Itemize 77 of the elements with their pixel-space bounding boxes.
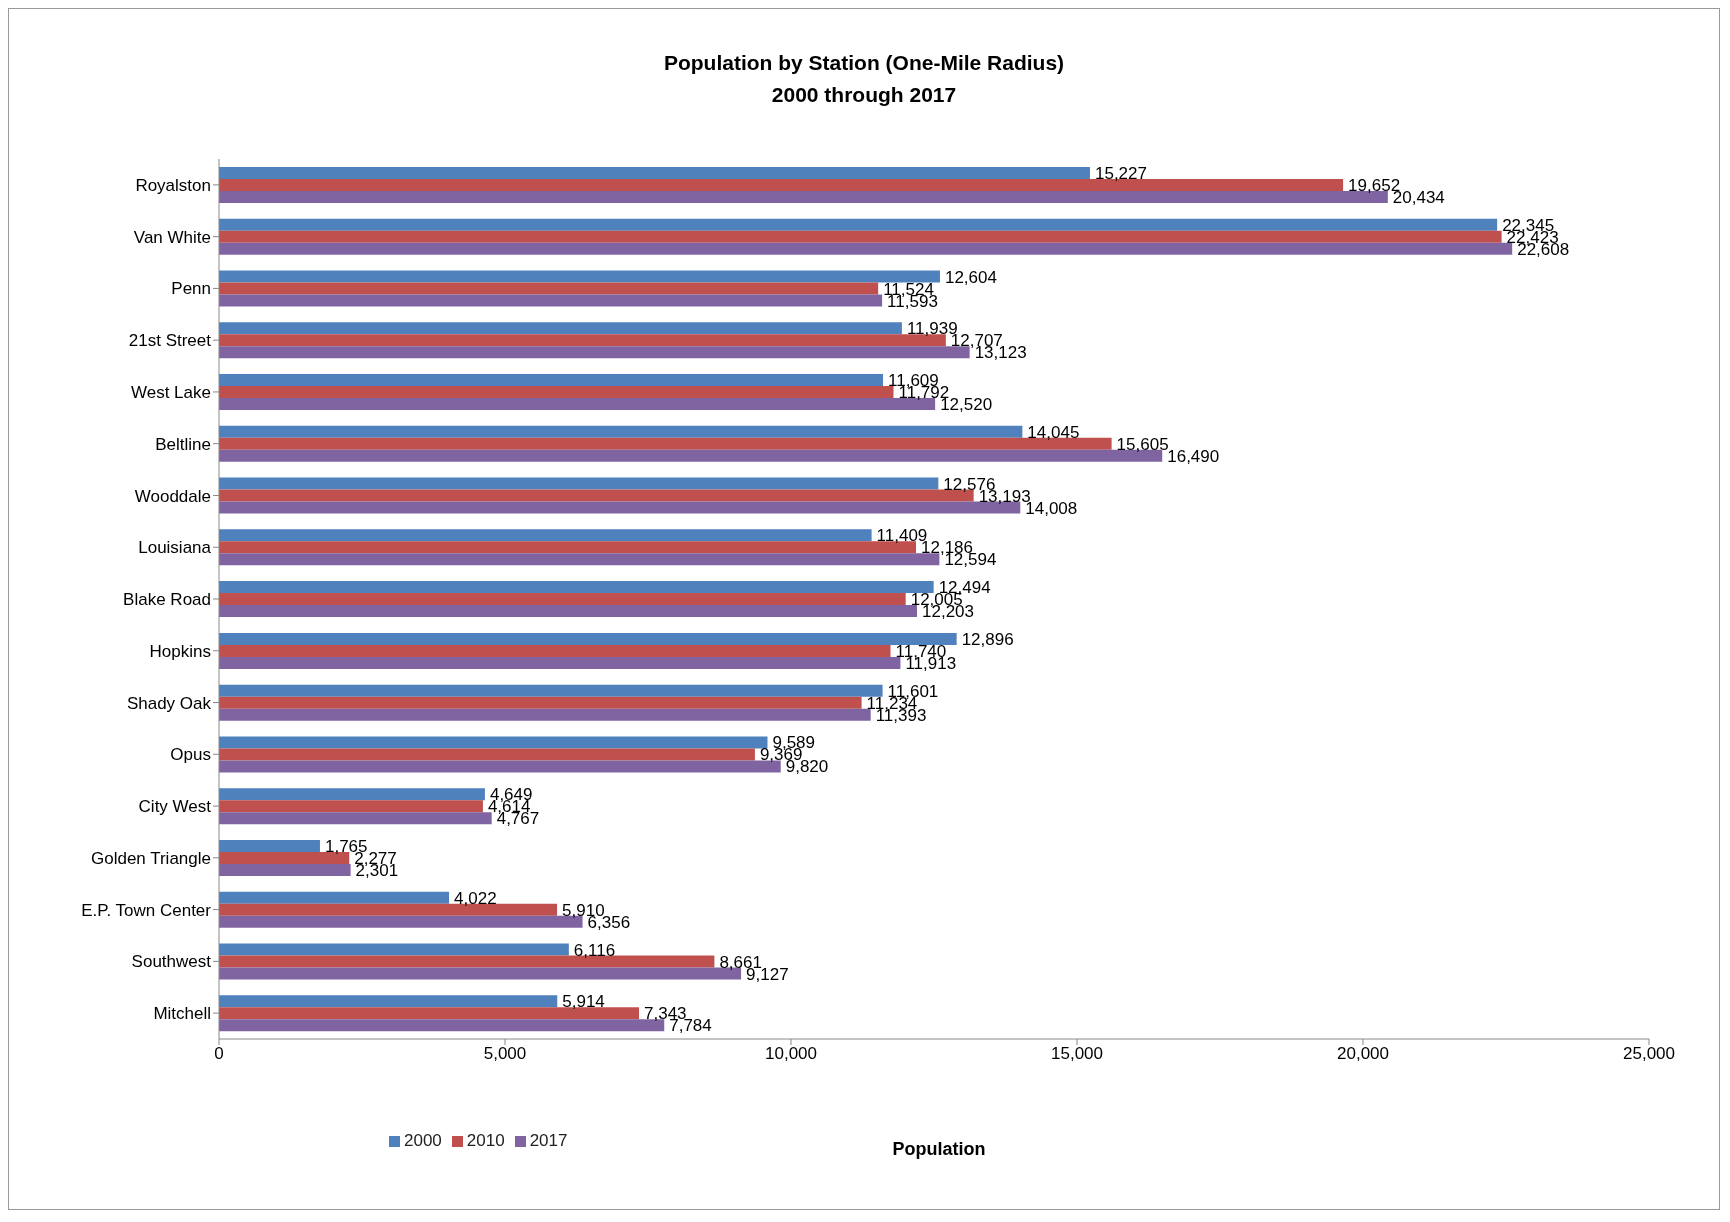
data-label: 15,605 <box>1116 434 1169 454</box>
y-tick-label: Golden Triangle <box>90 848 211 868</box>
bar <box>219 605 918 618</box>
y-tick-label: Hopkins <box>149 641 211 661</box>
data-label: 14,045 <box>1027 422 1080 442</box>
bar <box>219 541 917 554</box>
bar <box>219 632 957 645</box>
bar <box>219 788 485 801</box>
data-label: 15,227 <box>1094 164 1147 184</box>
bar <box>219 760 781 773</box>
bar <box>219 943 569 956</box>
bar <box>219 891 450 904</box>
data-label: 4,022 <box>454 888 497 908</box>
data-label: 6,116 <box>573 940 616 960</box>
x-tick-label: 15,000 <box>1051 1044 1103 1064</box>
bar <box>219 1019 665 1032</box>
y-tick-label: E.P. Town Center <box>81 900 212 920</box>
bar <box>219 1007 640 1020</box>
bar <box>219 812 492 825</box>
y-tick-label: Shady Oak <box>126 693 212 713</box>
x-axis-title: Population <box>891 1139 987 1160</box>
bar <box>219 386 894 399</box>
bar <box>219 800 483 813</box>
legend-label: 2000 <box>404 1131 442 1150</box>
bar <box>219 167 1090 179</box>
data-label: 12,604 <box>944 267 997 287</box>
x-tick-label: 5,000 <box>483 1044 527 1064</box>
bar <box>219 374 884 387</box>
data-label: 12,896 <box>961 629 1014 649</box>
y-tick-label: Opus <box>170 745 211 765</box>
x-tick-label: 0 <box>214 1044 224 1064</box>
y-tick-label: Wooddale <box>134 486 211 506</box>
bar <box>219 696 862 709</box>
bar <box>219 191 1388 203</box>
data-label: 16,490 <box>1167 446 1220 466</box>
bar <box>219 736 768 749</box>
y-tick-label: City West <box>138 797 212 817</box>
chart-subtitle: 2000 through 2017 <box>770 82 958 108</box>
bar <box>219 282 879 295</box>
bar <box>219 218 1498 231</box>
y-tick-label: Royalston <box>135 175 211 195</box>
bar <box>219 995 558 1008</box>
bar <box>219 230 1502 243</box>
y-tick-label: Blake Road <box>123 590 211 610</box>
bar <box>219 425 1023 438</box>
bar <box>219 477 939 490</box>
y-tick-label: Beltline <box>155 434 211 454</box>
y-tick-label: 21st Street <box>128 331 212 351</box>
bar <box>219 322 902 335</box>
y-tick-label: Van White <box>133 227 211 247</box>
bar <box>219 644 891 657</box>
bar <box>219 294 883 307</box>
y-tick-label: West Lake <box>130 382 211 402</box>
bar <box>219 529 872 542</box>
bar <box>219 270 940 283</box>
x-tick-label: 10,000 <box>765 1044 817 1064</box>
x-tick-label: 25,000 <box>1623 1044 1675 1064</box>
bar <box>219 863 351 876</box>
bar <box>219 346 970 359</box>
legend-label: 2017 <box>529 1131 568 1150</box>
x-tick-label: 20,000 <box>1337 1044 1389 1064</box>
bar <box>219 839 320 852</box>
bar <box>219 581 934 594</box>
legend-label: 2010 <box>466 1131 505 1150</box>
bar <box>219 179 1344 191</box>
data-label: 5,914 <box>562 992 605 1012</box>
bar <box>219 684 883 697</box>
y-tick-label: Louisiana <box>138 538 212 558</box>
y-tick-label: Mitchell <box>153 1004 211 1024</box>
y-tick-label: Penn <box>171 279 211 299</box>
bar <box>219 748 755 761</box>
bar <box>219 398 936 411</box>
bar <box>219 553 940 566</box>
bar <box>219 334 946 347</box>
bar <box>219 593 906 606</box>
chart-title: Population by Station (One-Mile Radius) <box>662 50 1066 76</box>
y-tick-label: Southwest <box>131 952 212 972</box>
